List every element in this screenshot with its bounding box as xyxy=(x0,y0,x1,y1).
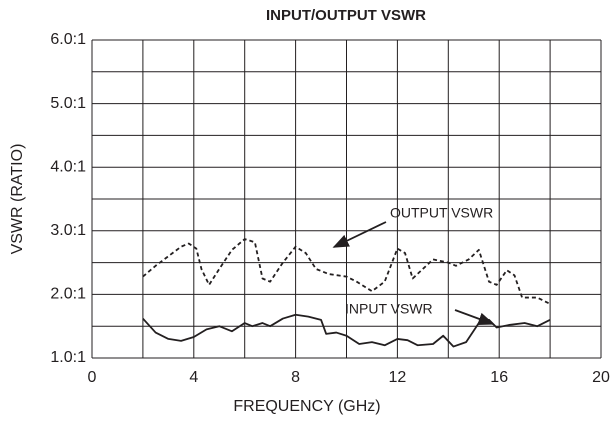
x-tick-label: 12 xyxy=(389,369,407,386)
chart-title: INPUT/OUTPUT VSWR xyxy=(266,7,426,24)
x-tick-label: 16 xyxy=(490,369,508,386)
x-tick-label: 8 xyxy=(291,369,300,386)
annotation: INPUT VSWR xyxy=(345,301,433,317)
annotation-arrow xyxy=(454,309,495,326)
x-tick-label: 20 xyxy=(592,369,610,386)
x-tick-label: 0 xyxy=(88,369,97,386)
data-line xyxy=(142,238,551,305)
x-axis-label: FREQUENCY (GHz) xyxy=(233,398,380,415)
annotation-arrow xyxy=(332,221,387,248)
y-axis-label: VSWR (RATIO) xyxy=(9,144,26,255)
x-tick-label: 4 xyxy=(189,369,198,386)
annotation: OUTPUT VSWR xyxy=(390,205,493,221)
y-tick-label: 6.0:1 xyxy=(50,31,86,48)
y-tick-label: 2.0:1 xyxy=(50,286,86,303)
y-tick-label: 4.0:1 xyxy=(50,158,86,175)
y-tick-label: 3.0:1 xyxy=(50,222,86,239)
y-tick-label: 5.0:1 xyxy=(50,95,86,112)
y-tick-label: 1.0:1 xyxy=(50,349,86,366)
